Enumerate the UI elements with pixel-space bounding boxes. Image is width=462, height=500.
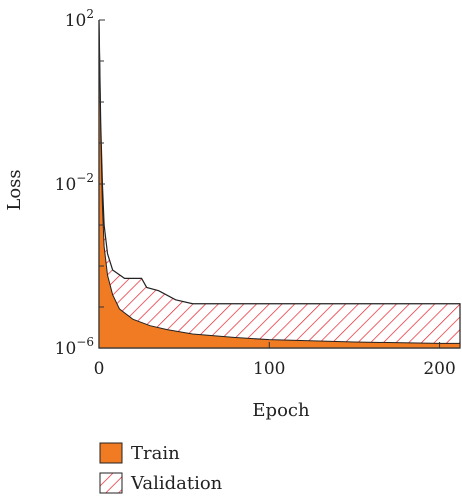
y-tick-label: 102 <box>65 7 94 31</box>
train-legend-label: Train <box>131 443 180 464</box>
legend: Train Validation <box>99 442 223 494</box>
train-legend-swatch <box>99 442 123 464</box>
series-layer <box>98 19 461 349</box>
x-tick-label: 0 <box>94 359 105 379</box>
x-axis-label: Epoch <box>252 400 310 421</box>
validation-legend-label: Validation <box>130 473 223 494</box>
validation-area <box>98 19 461 349</box>
x-tick-label: 200 <box>423 359 455 379</box>
y-axis-label: Loss <box>4 169 25 210</box>
ticks: 10−6 10−2 102 0 100 200 <box>55 7 456 379</box>
x-tick-label: 100 <box>253 359 285 379</box>
y-tick-label: 10−2 <box>55 171 94 195</box>
validation-legend-swatch <box>99 472 123 494</box>
y-tick-label: 10−6 <box>55 335 94 359</box>
